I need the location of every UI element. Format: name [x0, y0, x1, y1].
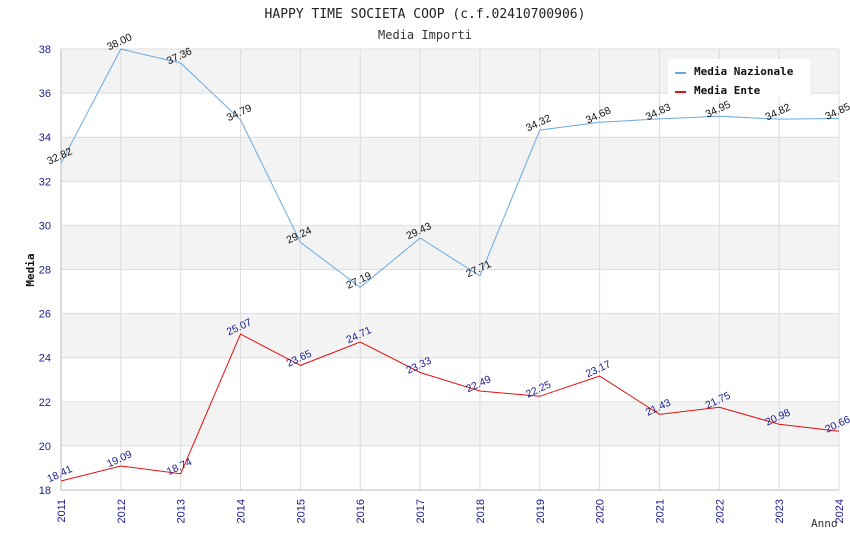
data-label: 22.25 [524, 379, 553, 401]
y-tick-label: 28 [39, 265, 51, 277]
x-tick-label: 2017 [415, 499, 427, 523]
grid-band [61, 313, 839, 358]
y-tick-label: 32 [39, 176, 51, 188]
x-tick-label: 2019 [535, 499, 547, 523]
legend-label-nazionale: Media Nazionale [694, 65, 794, 78]
legend: Media Nazionale Media Ente [668, 59, 810, 97]
data-label: 34.95 [704, 99, 733, 121]
axes [60, 49, 839, 491]
x-tick-label: 2022 [714, 499, 726, 523]
x-tick-label: 2012 [116, 499, 128, 523]
data-label: 23.17 [584, 358, 613, 380]
y-tick-label: 18 [39, 485, 51, 497]
y-axis-title: Media [24, 253, 37, 286]
x-tick-labels: 2011 2012 2013 2014 2015 2016 2017 2018 2019 2020… [56, 499, 846, 523]
x-tick-label: 2014 [236, 499, 248, 523]
y-tick-label: 38 [39, 44, 51, 56]
data-label: 27.19 [344, 270, 373, 292]
legend-box [668, 59, 810, 97]
y-tick-label: 22 [39, 397, 51, 409]
x-tick-label: 2023 [774, 499, 786, 523]
chart-title: HAPPY TIME SOCIETA COOP (c.f.02410700906… [265, 7, 586, 22]
data-label: 34.82 [763, 101, 792, 123]
x-tick-label: 2011 [56, 499, 68, 523]
grid-lines [60, 48, 840, 491]
data-label: 18.74 [165, 456, 194, 478]
data-label: 34.83 [644, 101, 673, 123]
x-axis-title: Anno [811, 517, 838, 530]
y-tick-label: 26 [39, 309, 51, 321]
chart-subtitle: Media Importi [378, 28, 472, 42]
x-tick-label: 2018 [475, 499, 487, 523]
data-label: 34.32 [524, 112, 553, 134]
grid-band [61, 225, 839, 270]
grid-band [61, 137, 839, 182]
legend-label-ente: Media Ente [694, 84, 761, 97]
x-tick-label: 2016 [355, 499, 367, 523]
x-tick-label: 2021 [654, 499, 666, 523]
data-label: 18.41 [45, 463, 74, 485]
x-tick-label: 2020 [595, 499, 607, 523]
series-line-nazionale [60, 48, 840, 289]
y-tick-label: 34 [39, 132, 51, 144]
y-tick-label: 36 [39, 88, 51, 100]
y-tick-label: 30 [39, 220, 51, 232]
x-tick-label: 2013 [176, 499, 188, 523]
y-tick-label: 20 [39, 441, 51, 453]
y-tick-labels: 18 20 22 24 26 28 30 32 34 36 38 [39, 44, 51, 497]
grid-bands [61, 49, 839, 446]
data-label: 34.79 [225, 102, 254, 124]
y-tick-label: 24 [39, 353, 51, 365]
series-line-ente [60, 333, 840, 482]
grid-band [61, 401, 839, 446]
x-tick-label: 2015 [295, 499, 307, 523]
series-lines [60, 48, 840, 482]
data-label: 34.85 [823, 101, 850, 123]
data-label: 34.68 [584, 104, 613, 126]
x-tick-label: 2024 [834, 499, 846, 523]
